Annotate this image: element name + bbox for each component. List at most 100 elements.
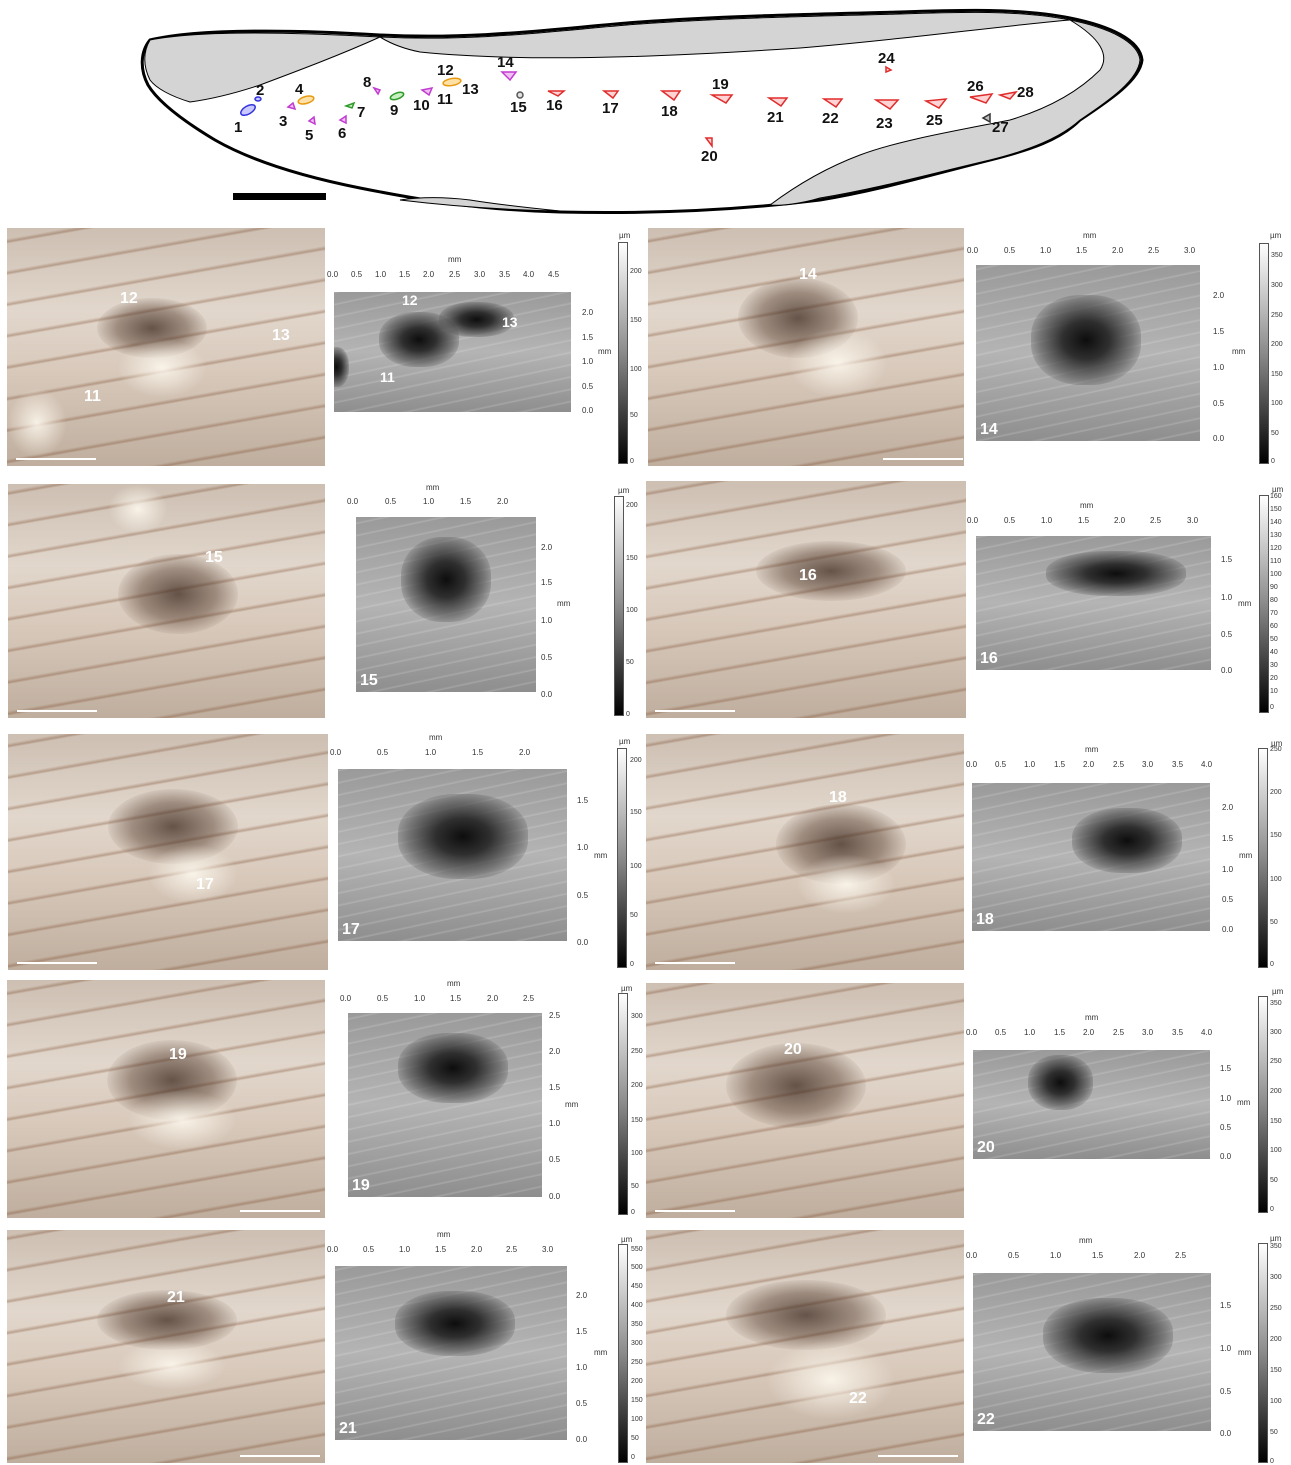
colorbar-tick: 250 [1271, 312, 1283, 319]
x-tick: 1.5 [435, 1245, 447, 1254]
colorbar-tick: 100 [631, 1150, 643, 1157]
x-tick: 2.0 [1114, 516, 1126, 525]
colorbar-tick: 300 [631, 1340, 643, 1347]
photo-pit-17: 17 [8, 734, 328, 970]
colorbar-tick: 150 [1271, 371, 1283, 378]
scale-bar [233, 193, 326, 200]
pit-shadow [726, 1043, 866, 1128]
y-tick: 0.0 [577, 938, 589, 947]
colorbar-tick: 200 [1271, 341, 1283, 348]
marker-label: 3 [279, 113, 287, 130]
pit-marker-21 [766, 97, 789, 108]
scale-bar [878, 1455, 958, 1457]
pit-highlight [108, 484, 168, 534]
x-tick: 2.0 [1134, 1251, 1146, 1260]
y-tick: 0.0 [1220, 1152, 1232, 1161]
y-tick: 0.0 [1213, 434, 1225, 443]
depression [334, 347, 349, 387]
x-tick: 1.5 [450, 994, 462, 1003]
y-axis-unit: mm [1239, 851, 1253, 860]
y-tick: 2.0 [541, 543, 553, 552]
colorbar-unit: µm [619, 737, 631, 746]
x-tick: 0.5 [377, 748, 389, 757]
depression [398, 794, 528, 879]
x-tick: 0.0 [966, 760, 978, 769]
y-tick: 0.0 [582, 406, 594, 415]
colorbar-tick: 100 [626, 607, 638, 614]
y-tick: 0.0 [541, 690, 553, 699]
colorbar-tick: 250 [631, 1048, 643, 1055]
topo-label: 18 [976, 911, 994, 928]
colorbar-tick: 150 [630, 809, 642, 816]
y-tick: 1.5 [541, 578, 553, 587]
colorbar-tick: 200 [630, 268, 642, 275]
x-tick: 0.5 [351, 270, 363, 279]
pit-marker-15 [516, 91, 524, 99]
colorbar [1259, 243, 1269, 464]
marker-label: 10 [413, 97, 430, 114]
x-axis-unit: mm [426, 483, 440, 492]
x-tick: 0.5 [995, 1028, 1007, 1037]
marker-label: 28 [1017, 84, 1034, 101]
topography-map-19: 19 [348, 1013, 542, 1197]
pit-marker-1 [240, 103, 256, 117]
depression [1046, 551, 1186, 596]
photo-label: 19 [169, 1046, 187, 1063]
colorbar-tick: 50 [630, 412, 638, 419]
pit-marker-6 [338, 114, 347, 125]
x-tick: 1.5 [1092, 1251, 1104, 1260]
x-tick: 1.5 [1078, 516, 1090, 525]
bone-shaded-region-left [144, 32, 381, 103]
photo-label: 21 [167, 1289, 185, 1306]
x-tick: 1.0 [1041, 516, 1053, 525]
x-tick: 1.0 [1024, 760, 1036, 769]
colorbar-tick: 200 [1270, 1088, 1282, 1095]
x-tick: 2.5 [1175, 1251, 1187, 1260]
colorbar-tick: 200 [626, 502, 638, 509]
topography-map-21: 21 [335, 1266, 567, 1440]
x-tick: 1.0 [1024, 1028, 1036, 1037]
marker-label: 4 [295, 81, 304, 98]
photo-pit-21: 21 [7, 1230, 325, 1463]
y-tick: 1.0 [549, 1119, 561, 1128]
scale-bar [16, 458, 96, 460]
y-tick: 1.5 [582, 333, 594, 342]
y-tick: 0.5 [1220, 1123, 1232, 1132]
colorbar-tick: 0 [1270, 1206, 1274, 1213]
y-tick: 1.0 [1222, 865, 1234, 874]
photo-pit-16: 16 [646, 481, 966, 718]
x-tick: 2.5 [1113, 760, 1125, 769]
y-tick: 1.0 [1221, 593, 1233, 602]
topography-map-16: 16 [976, 536, 1211, 670]
x-tick: 3.0 [1187, 516, 1199, 525]
y-tick: 1.0 [582, 357, 594, 366]
x-tick: 0.5 [363, 1245, 375, 1254]
scale-bar [655, 962, 735, 964]
x-tick: 2.5 [449, 270, 461, 279]
colorbar [617, 748, 627, 968]
bone-shaded-region-right [768, 19, 1141, 206]
topography-map-17: 17 [338, 769, 567, 941]
y-axis-unit: mm [1238, 1348, 1252, 1357]
x-tick: 0.0 [327, 270, 339, 279]
x-tick: 1.0 [1040, 246, 1052, 255]
y-tick: 0.5 [576, 1399, 588, 1408]
colorbar-tick: 10 [1270, 688, 1278, 695]
marker-label: 17 [602, 100, 619, 117]
colorbar-tick: 350 [1270, 1243, 1282, 1250]
x-tick: 2.0 [423, 270, 435, 279]
pit-marker-14 [500, 71, 518, 82]
x-tick: 0.5 [1004, 246, 1016, 255]
marker-label: 26 [967, 78, 984, 95]
colorbar-tick: 160 [1270, 493, 1282, 500]
colorbar-tick: 150 [631, 1397, 643, 1404]
marker-label: 11 [437, 91, 453, 108]
colorbar-tick: 70 [1270, 610, 1278, 617]
x-tick: 0.5 [1004, 516, 1016, 525]
colorbar-tick: 300 [1271, 282, 1283, 289]
colorbar-unit: µm [618, 486, 630, 495]
x-tick: 2.0 [471, 1245, 483, 1254]
colorbar [618, 1244, 628, 1463]
pit-markers [240, 65, 1018, 149]
x-tick: 1.0 [423, 497, 435, 506]
